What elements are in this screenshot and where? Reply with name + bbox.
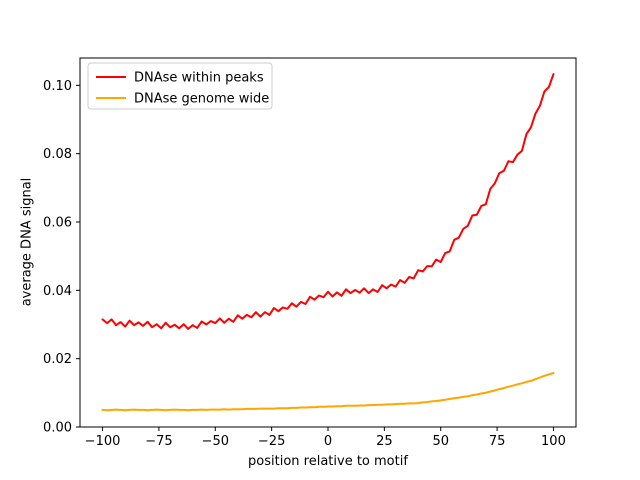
series-line-dnase-within-peaks bbox=[101, 73, 555, 330]
y-tick-label: 0.10 bbox=[43, 79, 72, 94]
x-tick-label: −75 bbox=[145, 434, 172, 449]
x-axis-label: position relative to motif bbox=[248, 454, 408, 469]
x-tick-label: −25 bbox=[258, 434, 285, 449]
legend-label-dnase-genome-wide: DNAse genome wide bbox=[134, 92, 269, 107]
series-line-dnase-genome-wide bbox=[101, 372, 555, 412]
y-tick-label: 0.02 bbox=[43, 352, 72, 367]
y-tick-label: 0.06 bbox=[43, 216, 72, 231]
legend-label-dnase-within-peaks: DNAse within peaks bbox=[134, 71, 264, 86]
x-tick-label: 50 bbox=[432, 434, 449, 449]
legend-frame bbox=[87, 62, 273, 110]
x-tick-label: 75 bbox=[489, 434, 506, 449]
axes-background bbox=[80, 58, 576, 427]
y-tick-label: 0.04 bbox=[43, 284, 72, 299]
x-tick-label: 25 bbox=[376, 434, 393, 449]
x-tick-label: 0 bbox=[324, 434, 332, 449]
y-tick-label: 0.00 bbox=[43, 421, 72, 436]
x-tick-label: −100 bbox=[85, 434, 121, 449]
y-axis-label: average DNA signal bbox=[19, 177, 35, 307]
x-tick-label: 100 bbox=[541, 434, 566, 449]
y-tick-label: 0.08 bbox=[43, 147, 72, 162]
x-tick-label: −50 bbox=[202, 434, 229, 449]
